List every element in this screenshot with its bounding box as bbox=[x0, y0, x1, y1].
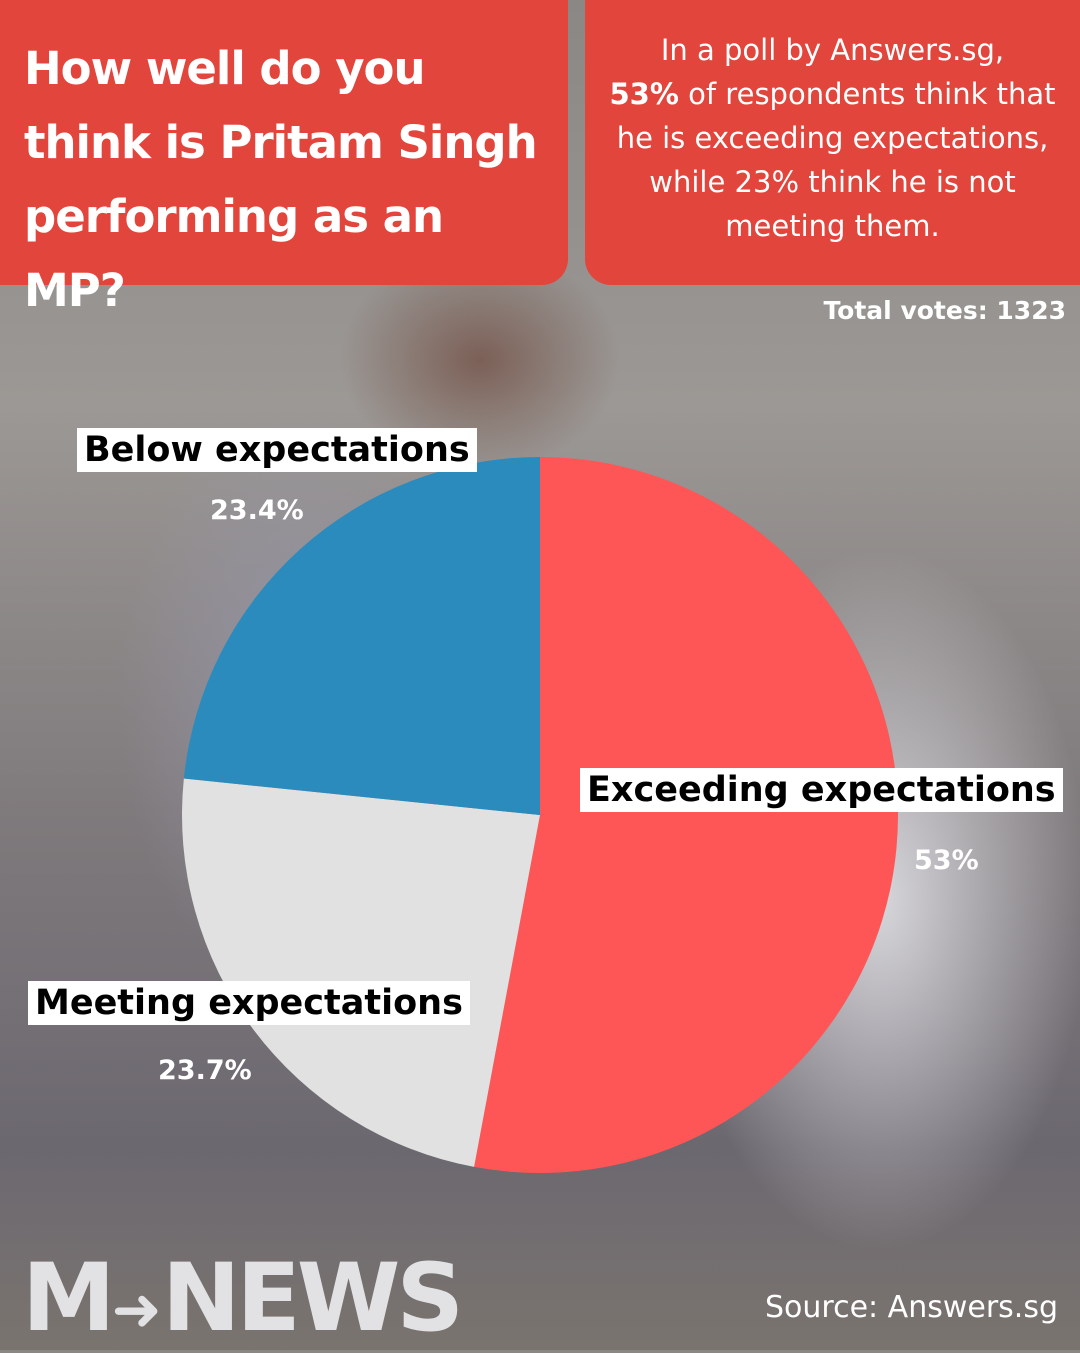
value-exceeding: 53% bbox=[914, 845, 979, 876]
value-below: 23.4% bbox=[210, 495, 304, 526]
summary-line1: In a poll by Answers.sg, bbox=[660, 33, 1005, 67]
label-exceeding: Exceeding expectations bbox=[580, 768, 1063, 812]
pie-slice-meeting bbox=[181, 778, 541, 1167]
msnews-logo: M➜NEWS bbox=[22, 1244, 464, 1353]
summary-text: In a poll by Answers.sg, 53% of responde… bbox=[591, 28, 1074, 248]
source-credit: Source: Answers.sg bbox=[764, 1290, 1058, 1325]
total-votes: Total votes: 1323 bbox=[823, 296, 1066, 325]
pie-slice-exceeding bbox=[474, 457, 898, 1173]
summary-panel: In a poll by Answers.sg, 53% of responde… bbox=[585, 0, 1080, 285]
value-meeting: 23.7% bbox=[158, 1055, 252, 1086]
question-title: How well do you think is Pritam Singh pe… bbox=[24, 42, 538, 317]
question-panel: How well do you think is Pritam Singh pe… bbox=[0, 0, 568, 317]
summary-highlight: 53% bbox=[609, 77, 679, 111]
summary-rest: of respondents think that he is exceedin… bbox=[616, 77, 1056, 243]
pie-slice-below bbox=[183, 457, 540, 815]
label-below: Below expectations bbox=[77, 428, 477, 472]
label-meeting: Meeting expectations bbox=[28, 981, 470, 1025]
